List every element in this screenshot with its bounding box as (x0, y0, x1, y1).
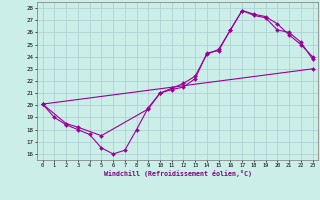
X-axis label: Windchill (Refroidissement éolien,°C): Windchill (Refroidissement éolien,°C) (104, 170, 252, 177)
